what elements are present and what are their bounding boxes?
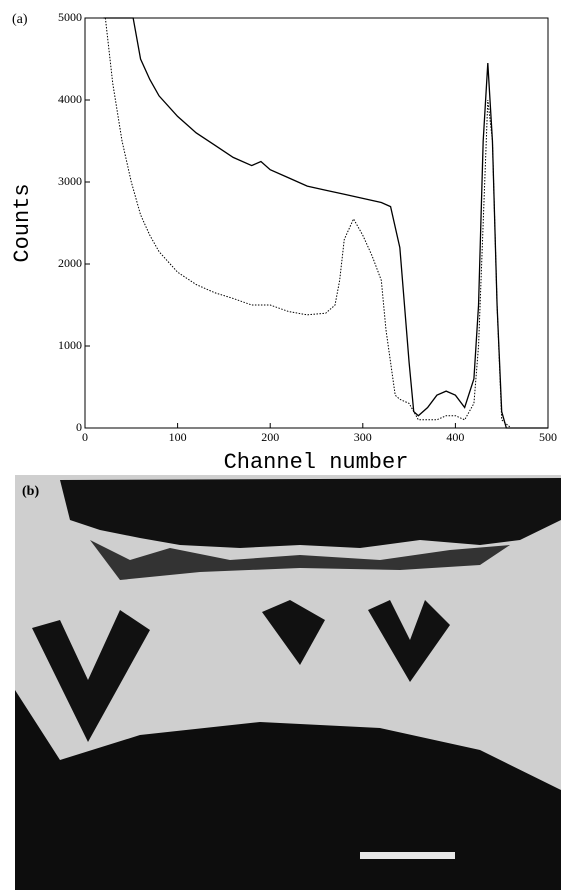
grain-band bbox=[90, 540, 510, 580]
pyramid bbox=[262, 600, 325, 665]
substrate bbox=[15, 690, 561, 890]
y-tick-label: 5000 bbox=[58, 10, 82, 24]
y-tick-label: 2000 bbox=[58, 256, 82, 270]
plot-frame bbox=[84, 17, 549, 429]
x-tick-label: 400 bbox=[446, 430, 464, 444]
x-tick-label: 200 bbox=[261, 430, 279, 444]
x-tick-label: 100 bbox=[169, 430, 187, 444]
y-tick-label: 3000 bbox=[58, 174, 82, 188]
top-layer bbox=[60, 478, 561, 548]
pyramid bbox=[32, 610, 150, 742]
x-axis-label: Channel number bbox=[224, 450, 409, 475]
scale-bar bbox=[360, 852, 455, 859]
y-tick-label: 4000 bbox=[58, 92, 82, 106]
pyramid bbox=[368, 600, 450, 682]
micrograph: (b) bbox=[15, 475, 561, 890]
x-tick-label: 300 bbox=[354, 430, 372, 444]
y-axis-label: Counts bbox=[10, 183, 35, 262]
panel-label: (a) bbox=[12, 12, 28, 27]
x-tick-label: 500 bbox=[539, 430, 557, 444]
x-tick-label: 0 bbox=[82, 430, 88, 444]
data-line bbox=[103, 17, 548, 429]
panel-label: (b) bbox=[22, 484, 39, 499]
y-tick-label: 0 bbox=[76, 420, 82, 434]
y-tick-label: 1000 bbox=[58, 338, 82, 352]
data-line bbox=[104, 17, 548, 429]
